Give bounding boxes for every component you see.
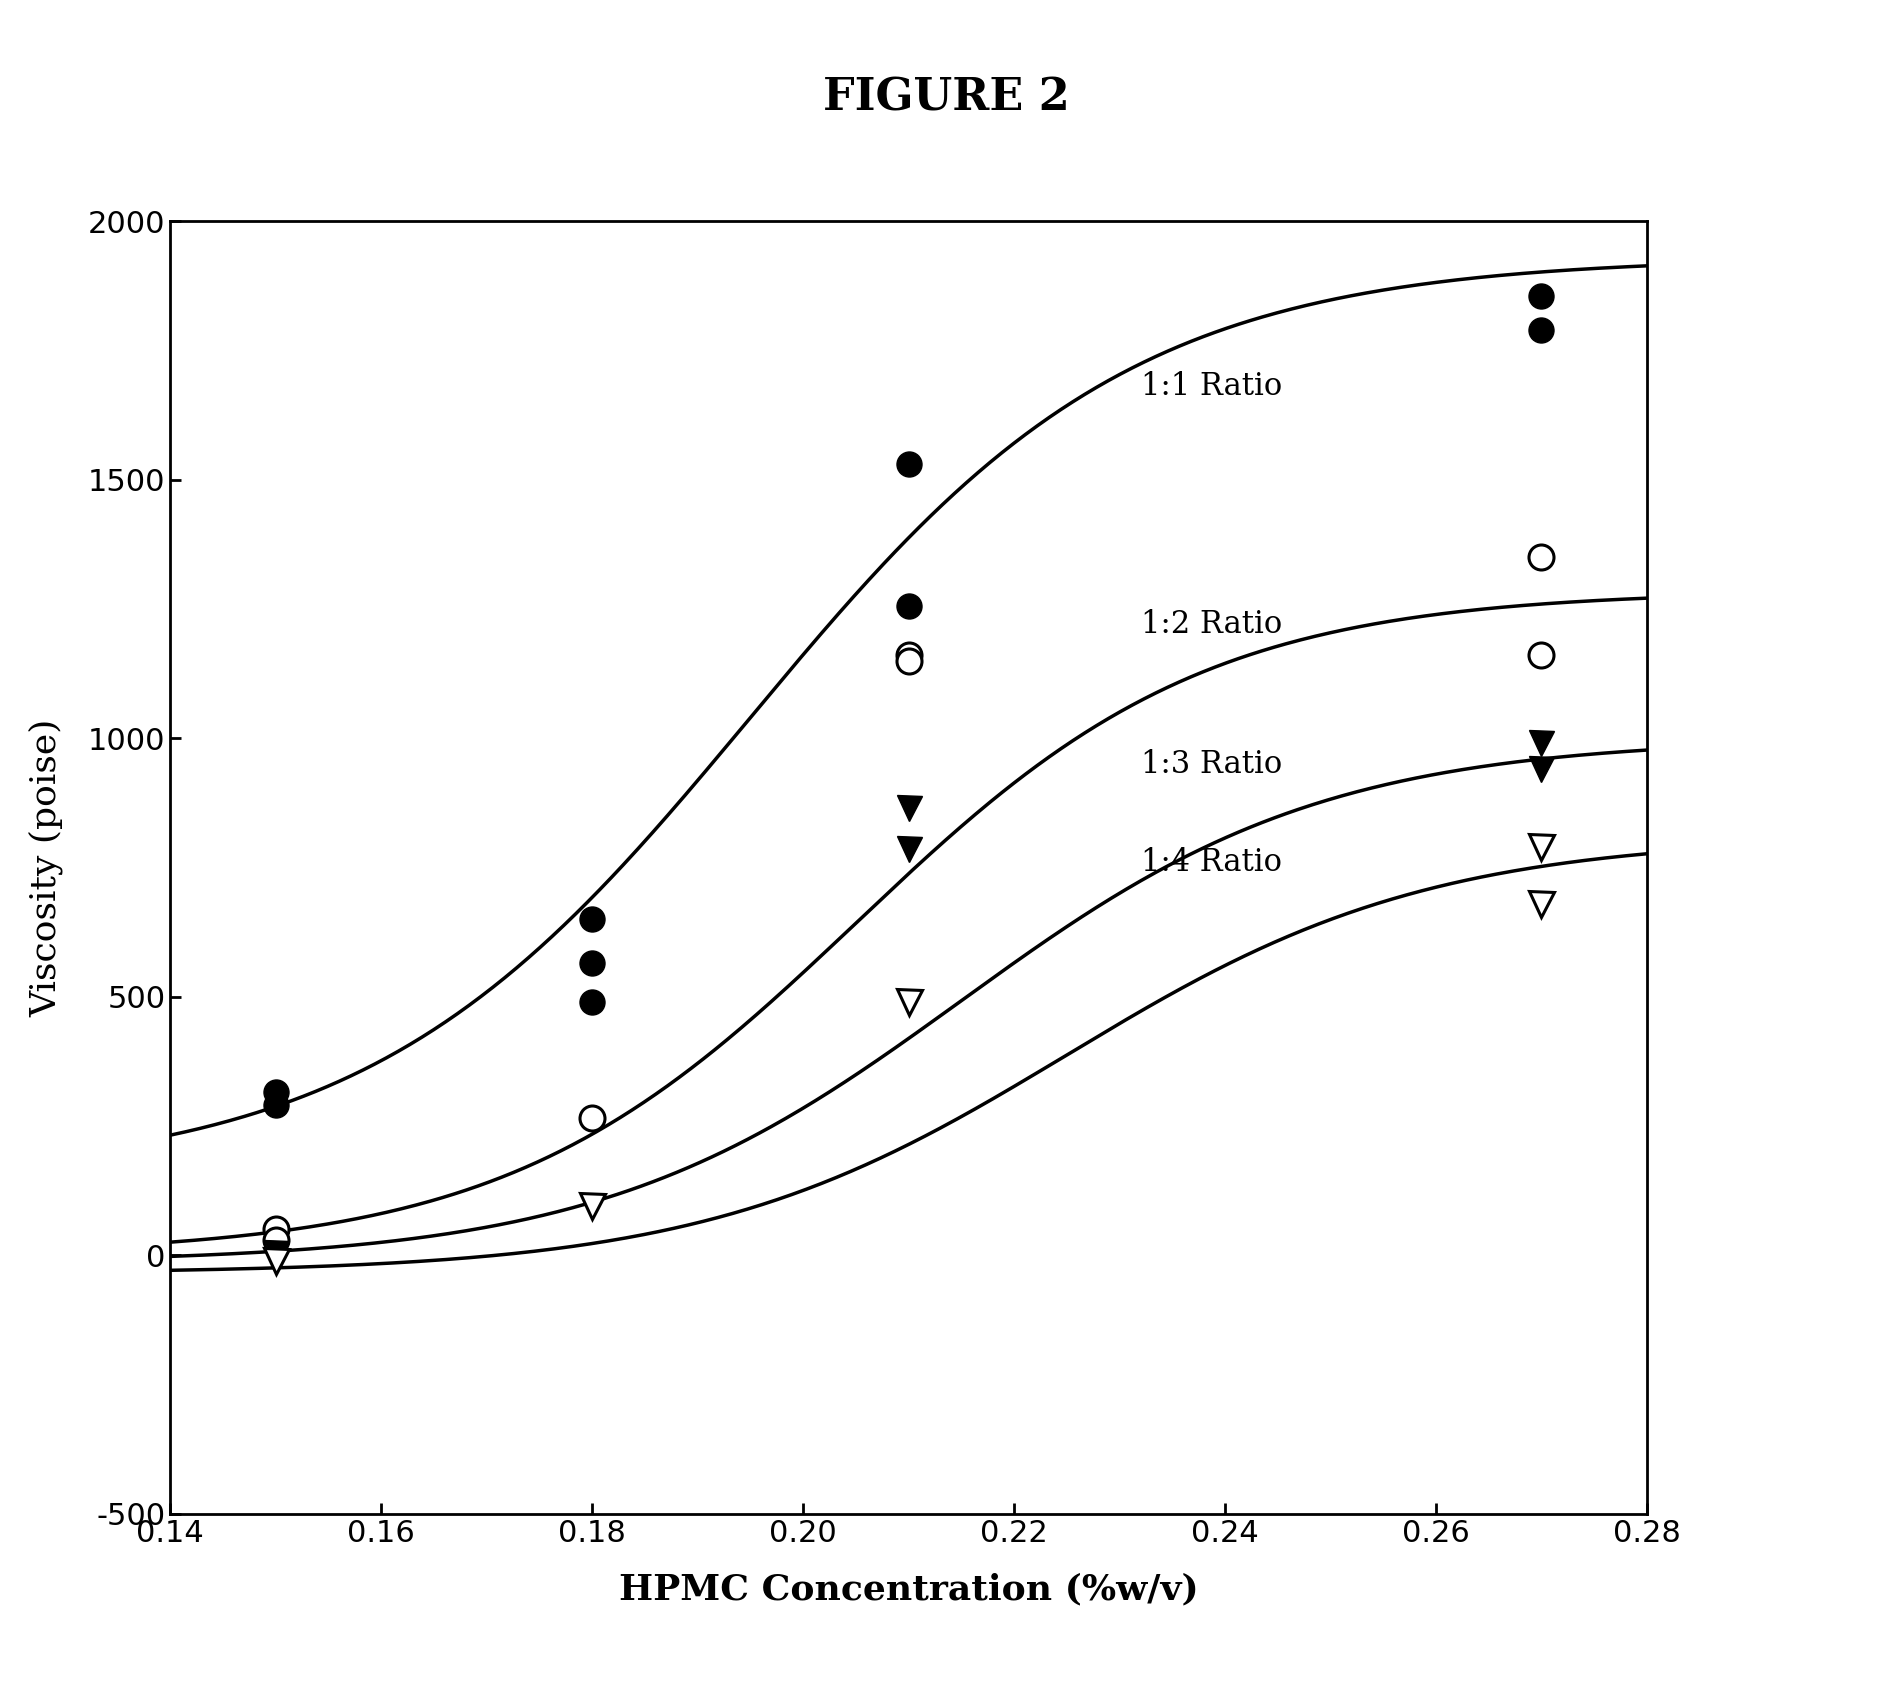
Text: 1:1 Ratio: 1:1 Ratio bbox=[1141, 371, 1282, 401]
Text: 1:3 Ratio: 1:3 Ratio bbox=[1141, 748, 1282, 779]
Text: 1:2 Ratio: 1:2 Ratio bbox=[1141, 609, 1282, 640]
Text: 1:4 Ratio: 1:4 Ratio bbox=[1141, 847, 1282, 878]
Y-axis label: Viscosity (poise): Viscosity (poise) bbox=[28, 718, 62, 1017]
X-axis label: HPMC Concentration (%w/v): HPMC Concentration (%w/v) bbox=[619, 1573, 1198, 1607]
Text: FIGURE 2: FIGURE 2 bbox=[823, 77, 1070, 119]
